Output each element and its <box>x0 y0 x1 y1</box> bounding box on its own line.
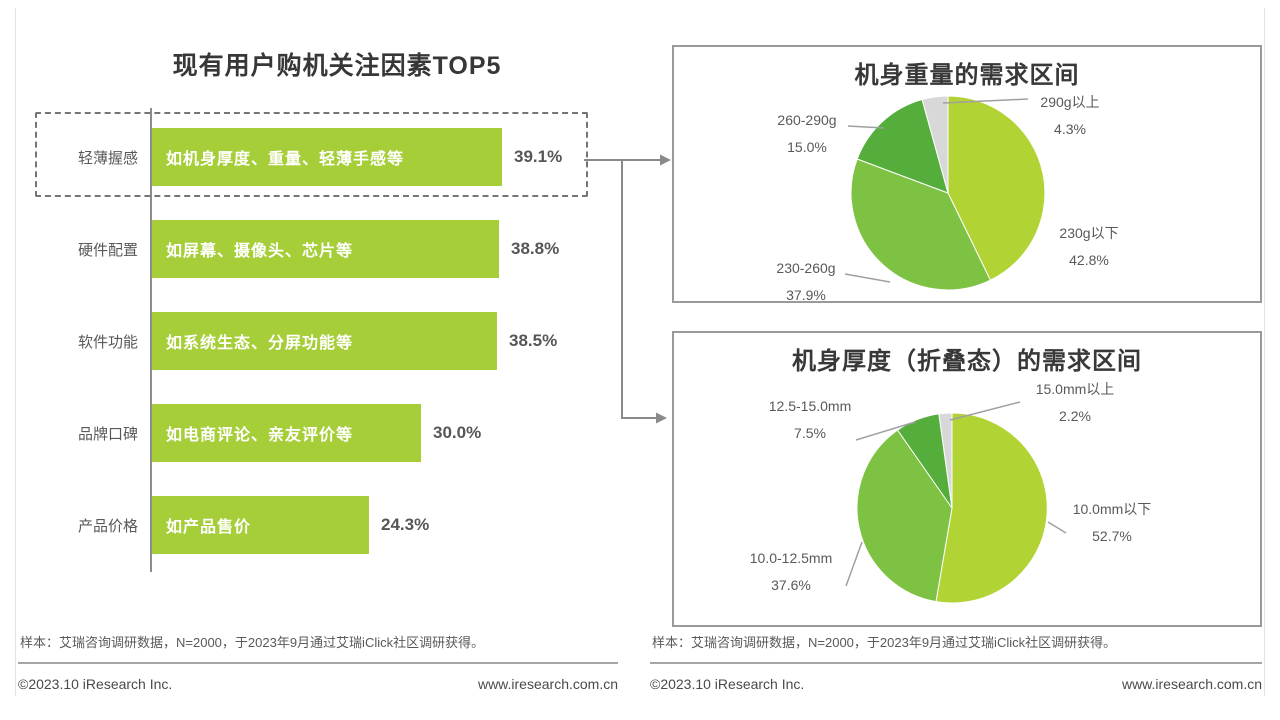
pie-label-12.5-15.0mm: 12.5-15.0mm 7.5% <box>768 398 852 441</box>
sample-note-left: 样本：艾瑞咨询调研数据，N=2000，于2023年9月通过艾瑞iClick社区调… <box>20 635 485 650</box>
weight-pie-title: 机身重量的需求区间 <box>854 62 1080 89</box>
sample-note-right: 样本：艾瑞咨询调研数据，N=2000，于2023年9月通过艾瑞iClick社区调… <box>652 635 1117 650</box>
category-label: 轻薄握感 <box>77 149 138 167</box>
leader-line-10.0mm-below <box>1047 521 1067 534</box>
bar-brand-reputation: 如电商评论、亲友评价等 <box>152 404 421 462</box>
category-label: 软件功能 <box>77 333 138 351</box>
arrow-line-bottom <box>621 160 656 419</box>
bar-value: 39.1% <box>514 147 563 166</box>
pie-slice-260-290g <box>856 98 949 194</box>
leader-line-12.5-15.0mm <box>855 421 916 441</box>
category-label: 产品价格 <box>77 517 138 535</box>
thickness-pie-title: 机身厚度（折叠态）的需求区间 <box>792 348 1142 375</box>
bar-value: 38.5% <box>509 331 558 350</box>
bar-lightness-grip: 如机身厚度、重量、轻薄手感等 <box>152 128 502 186</box>
bar-value: 24.3% <box>381 515 430 534</box>
pie-slice-230-260g <box>850 158 992 291</box>
pie-label-230g-below: 230g以下 42.8% <box>1059 225 1119 268</box>
leader-line-10.0-12.5mm <box>845 541 863 587</box>
leader-line-230-260g <box>844 273 891 283</box>
website-text: www.iresearch.com.cn <box>1121 676 1262 692</box>
bar-chart-title: 现有用户购机关注因素TOP5 <box>172 52 502 80</box>
website-text: www.iresearch.com.cn <box>477 676 618 692</box>
footer-rule-right <box>650 662 1262 664</box>
pie-slice-10.0mm以下 <box>935 412 1048 604</box>
category-label: 品牌口碑 <box>77 425 138 443</box>
bar-description: 如系统生态、分屏功能等 <box>166 335 354 352</box>
weight-pie-panel: 机身重量的需求区间 260-290g 15.0% 290g以上 4.3% 230… <box>672 45 1262 303</box>
footer-row-right: ©2023.10 iResearch Inc. www.iresearch.co… <box>650 676 1262 692</box>
arrowhead-bottom-icon <box>656 412 667 424</box>
bar-hardware-config: 如屏幕、摄像头、芯片等 <box>152 220 499 278</box>
pie-slice-15.0mm以上 <box>938 412 953 509</box>
leader-line-260-290g <box>847 125 885 129</box>
pie-slice-10.0-12.5mm <box>856 429 953 603</box>
weight-pie-chart <box>844 95 1046 291</box>
footer-row-left: ©2023.10 iResearch Inc. www.iresearch.co… <box>18 676 618 692</box>
category-label: 硬件配置 <box>77 241 138 259</box>
pie-label-290g-plus: 290g以上 4.3% <box>1040 94 1100 137</box>
pie-label-230-260g: 230-260g 37.9% <box>776 260 836 303</box>
thickness-pie-panel: 机身厚度（折叠态）的需求区间 12.5-15.0mm 7.5% 15.0mm以上… <box>672 331 1262 627</box>
bar-row-5: 产品价格 如产品售价 24.3% <box>12 496 637 554</box>
copyright-text: ©2023.10 iResearch Inc. <box>650 676 805 692</box>
bar-description: 如电商评论、亲友评价等 <box>166 427 354 444</box>
pie-label-260-290g: 260-290g 15.0% <box>777 112 837 155</box>
page-right-edge-line <box>1264 8 1265 696</box>
bar-row-3: 软件功能 如系统生态、分屏功能等 38.5% <box>12 312 637 370</box>
leader-line-15.0mm-plus <box>949 401 1021 421</box>
bar-row-4: 品牌口碑 如电商评论、亲友评价等 30.0% <box>12 404 637 462</box>
copyright-text: ©2023.10 iResearch Inc. <box>18 676 173 692</box>
page-left-edge-line <box>15 8 16 696</box>
bar-value: 30.0% <box>433 423 482 442</box>
thickness-pie-chart <box>845 401 1067 604</box>
bar-row-2: 硬件配置 如屏幕、摄像头、芯片等 38.8% <box>12 220 637 278</box>
bar-value: 38.8% <box>511 239 560 258</box>
pie-label-15.0mm-plus: 15.0mm以上 2.2% <box>1035 381 1115 424</box>
pie-label-10.0-12.5mm: 10.0-12.5mm 37.6% <box>749 550 833 593</box>
leader-line-290g-plus <box>942 98 1029 104</box>
bar-chart-axis-line <box>150 108 152 572</box>
bar-row-1: 轻薄握感 如机身厚度、重量、轻薄手感等 39.1% <box>12 128 637 186</box>
bar-description: 如机身厚度、重量、轻薄手感等 <box>166 151 405 168</box>
bar-description: 如屏幕、摄像头、芯片等 <box>166 243 354 260</box>
pie-label-10.0mm-below: 10.0mm以下 52.7% <box>1072 501 1152 544</box>
footer-rule-left <box>18 662 618 664</box>
arrowhead-top-icon <box>660 154 671 166</box>
pie-slice-290g以上 <box>921 95 949 194</box>
bar-description: 如产品售价 <box>166 519 252 536</box>
bar-software-function: 如系统生态、分屏功能等 <box>152 312 497 370</box>
bar-product-price: 如产品售价 <box>152 496 369 554</box>
